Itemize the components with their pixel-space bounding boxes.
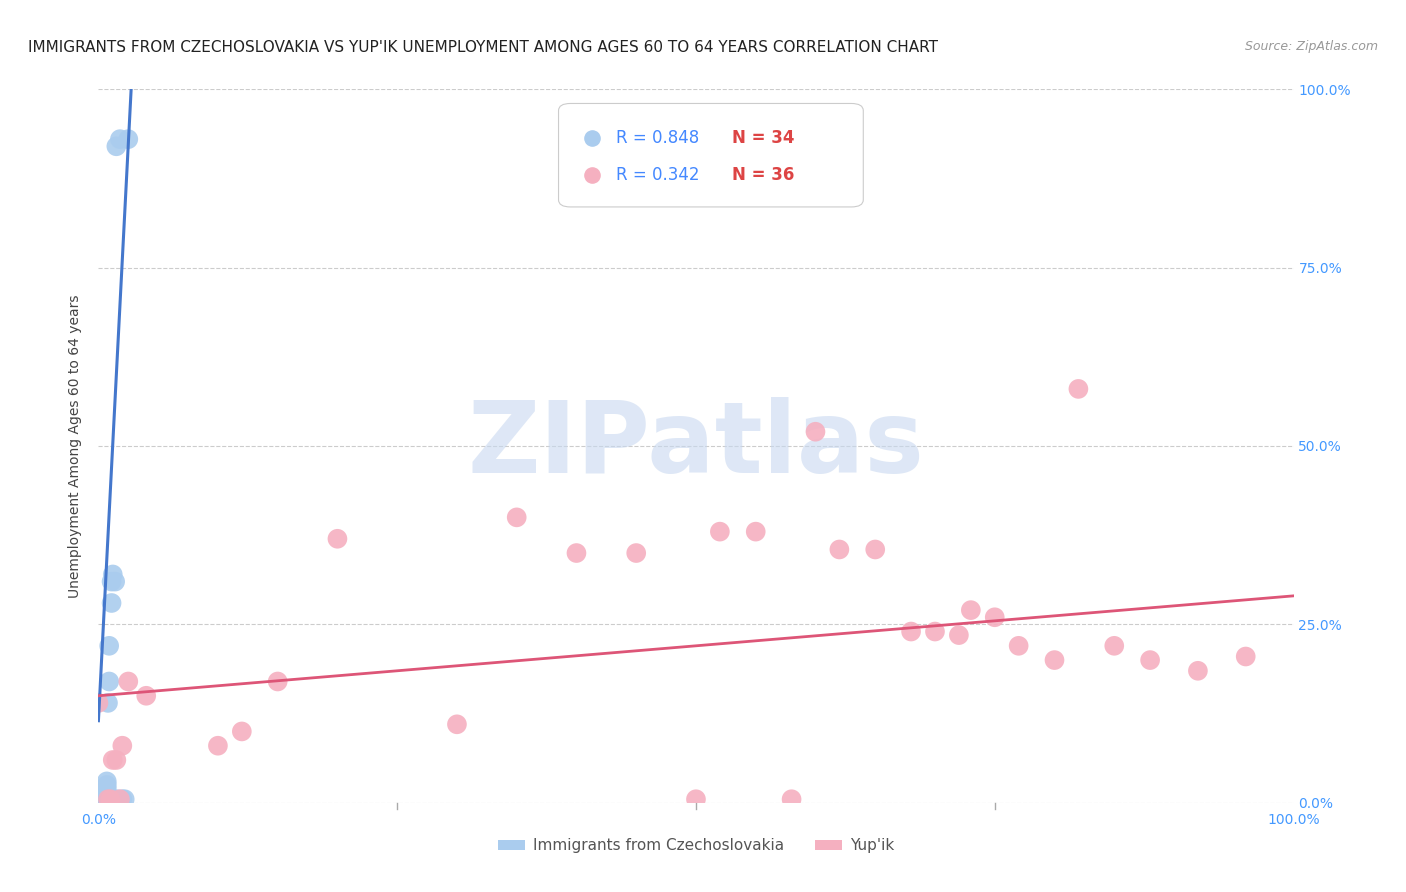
Point (94, 792, 117, 806)
Point (326, 532, 349, 546)
Point (804, 425, 827, 439)
Point (100, 596, 122, 610)
Point (91, 792, 114, 806)
Point (1234, 649, 1257, 664)
Point (98, 674, 121, 689)
Text: IMMIGRANTS FROM CZECHOSLOVAKIA VS YUP'IK UNEMPLOYMENT AMONG AGES 60 TO 64 YEARS : IMMIGRANTS FROM CZECHOSLOVAKIA VS YUP'IK… (28, 40, 938, 55)
Point (865, 542, 887, 557)
Point (948, 628, 970, 642)
Point (93, 792, 115, 806)
Text: N = 34: N = 34 (733, 128, 794, 146)
Text: R = 0.342: R = 0.342 (616, 166, 699, 184)
Point (117, 132, 139, 146)
Text: R = 0.848: R = 0.848 (616, 128, 699, 146)
Point (94, 792, 117, 806)
FancyBboxPatch shape (558, 103, 863, 207)
Point (924, 624, 946, 639)
Point (98, 792, 122, 806)
Point (780, 792, 803, 806)
Point (231, 724, 253, 739)
Point (91, 792, 114, 806)
Point (900, 624, 922, 639)
Point (960, 603, 983, 617)
Point (135, 689, 157, 703)
Point (267, 674, 290, 689)
Point (581, 168, 603, 182)
Point (94, 792, 117, 806)
Point (506, 510, 529, 524)
Text: N = 36: N = 36 (733, 166, 794, 184)
Point (97, 696, 120, 710)
Point (1067, 382, 1090, 396)
Point (111, 792, 134, 806)
Legend: Immigrants from Czechoslovakia, Yup'ik: Immigrants from Czechoslovakia, Yup'ik (492, 832, 900, 859)
Text: ZIPatlas: ZIPatlas (468, 398, 924, 494)
Point (1139, 653, 1161, 667)
Point (1008, 639, 1031, 653)
Point (709, 524, 731, 539)
Point (93, 792, 115, 806)
Point (1104, 639, 1126, 653)
Point (91, 792, 114, 806)
Point (685, 792, 707, 806)
Text: Source: ZipAtlas.com: Source: ZipAtlas.com (1244, 40, 1378, 54)
Point (98, 639, 121, 653)
Point (446, 717, 468, 731)
Point (108, 132, 131, 146)
Point (101, 753, 124, 767)
Point (984, 610, 1007, 624)
Point (626, 546, 648, 560)
Point (108, 792, 131, 806)
Point (98, 792, 122, 806)
Point (105, 753, 128, 767)
Point (745, 524, 768, 539)
Point (97, 792, 120, 806)
Point (91, 792, 114, 806)
Y-axis label: Unemployment Among Ages 60 to 64 years: Unemployment Among Ages 60 to 64 years (69, 294, 83, 598)
Point (97, 792, 120, 806)
Point (1187, 664, 1209, 678)
Point (87, 696, 110, 710)
Point (100, 574, 122, 589)
Point (828, 542, 851, 557)
Point (105, 139, 128, 153)
Point (107, 792, 129, 806)
Point (90, 792, 112, 806)
Point (90, 792, 112, 806)
Point (91, 789, 114, 803)
Point (98, 792, 122, 806)
Point (581, 130, 603, 145)
Point (1043, 653, 1066, 667)
Point (114, 792, 136, 806)
Point (91, 792, 114, 806)
Point (111, 739, 134, 753)
Point (565, 546, 588, 560)
Point (207, 739, 229, 753)
Point (96, 781, 118, 796)
Point (91, 789, 114, 803)
Point (117, 674, 139, 689)
Point (103, 792, 125, 806)
Point (96, 778, 118, 792)
Point (96, 774, 118, 789)
Point (104, 574, 127, 589)
Point (101, 567, 124, 582)
